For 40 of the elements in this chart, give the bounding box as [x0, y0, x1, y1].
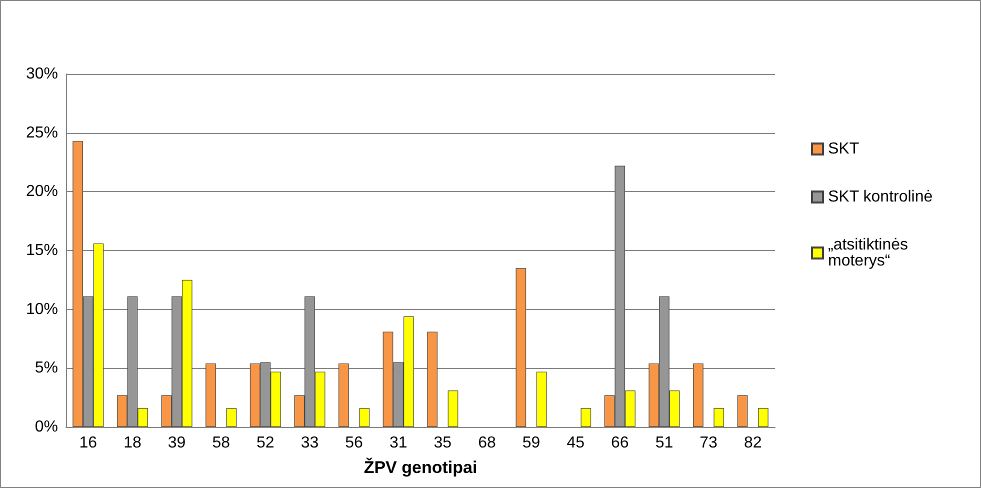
x-tick-label: 51	[655, 434, 674, 452]
bar	[206, 363, 216, 427]
x-axis-title: ŽPV genotipai	[364, 457, 478, 477]
y-tick-label: 30%	[26, 66, 58, 82]
x-tick-label: 66	[611, 434, 629, 452]
x-tick-label: 31	[389, 434, 408, 452]
x-tick-label: 45	[566, 434, 585, 452]
y-tick-label: 10%	[26, 300, 58, 318]
bar	[737, 395, 748, 427]
x-tick-label: 73	[700, 434, 718, 452]
x-tick-label: 33	[300, 434, 319, 452]
y-tick-label: 25%	[26, 124, 58, 142]
y-tick-label: 15%	[26, 242, 58, 259]
y-tick-label: 5%	[34, 360, 58, 377]
bar	[714, 408, 724, 427]
legend-label: „atsitiktinės moterys“	[828, 236, 912, 270]
bar	[226, 408, 237, 427]
x-tick-label: 18	[124, 434, 142, 452]
bar	[338, 363, 349, 427]
x-tick-label: 35	[434, 434, 452, 452]
legend-label: SKT	[828, 140, 860, 158]
bar	[448, 390, 458, 427]
bar	[516, 268, 526, 427]
x-tick-label: 52	[256, 434, 274, 452]
legend-label: SKT kontrolinė	[828, 188, 933, 206]
y-tick-label: 20%	[26, 183, 58, 200]
bar	[693, 363, 704, 427]
bar	[359, 408, 370, 427]
bar	[427, 332, 438, 427]
x-tick-label: 68	[478, 434, 496, 452]
x-tick-label: 58	[212, 434, 230, 452]
bar	[536, 372, 547, 427]
y-tick-label: 0%	[34, 418, 58, 436]
x-tick-label: 82	[744, 434, 762, 452]
x-tick-label: 16	[79, 434, 98, 452]
x-tick-label: 59	[522, 434, 540, 452]
x-tick-label: 56	[345, 434, 364, 452]
bar	[580, 408, 592, 427]
x-tick-label: 39	[168, 434, 186, 452]
bar	[758, 408, 768, 427]
